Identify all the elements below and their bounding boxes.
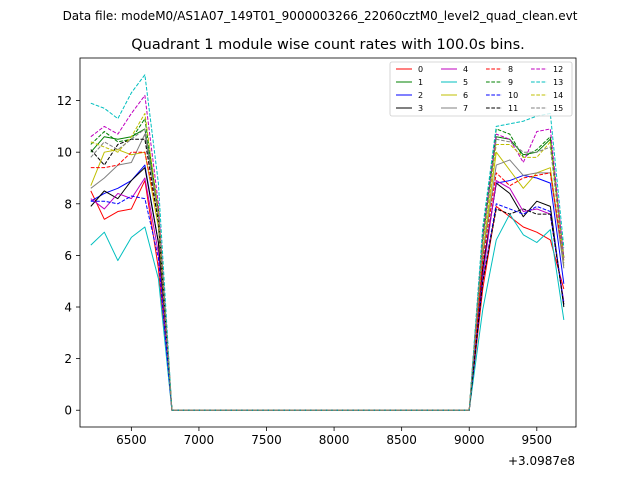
legend-label-6: 6 [463,91,468,100]
legend-label-7: 7 [463,104,468,113]
x-tick-label: 8000 [319,433,350,447]
legend-label-1: 1 [418,78,423,87]
y-axis: 0 2 4 6 8 10 12 [57,94,80,418]
legend-label-14: 14 [553,91,563,100]
x-tick-label: 6500 [116,433,147,447]
legend-label-0: 0 [418,65,423,74]
x-tick-label: 8500 [386,433,417,447]
legend-label-3: 3 [418,104,423,113]
chart-title: Quadrant 1 module wise count rates with … [131,37,525,53]
legend-label-9: 9 [508,78,513,87]
legend-label-11: 11 [508,104,518,113]
legend-label-15: 15 [553,104,563,113]
legend-label-2: 2 [418,91,423,100]
y-tick-label: 0 [64,404,72,418]
legend-frame [389,61,573,117]
plot-series [90,74,565,411]
data-file-label: Data file: modeM0/AS1A07_149T01_90000032… [63,9,578,23]
y-tick-label: 6 [64,249,72,263]
x-tick-label: 9000 [454,433,485,447]
plot-area-frame [79,57,577,428]
legend-label-8: 8 [508,65,513,74]
legend-label-12: 12 [553,65,563,74]
series-line-15 [90,128,565,411]
x-axis-offset-label: +3.0987e8 [508,454,575,468]
legend-label-5: 5 [463,78,468,87]
y-tick-label: 2 [64,352,72,366]
legend-label-10: 10 [508,91,518,100]
x-axis: 6500 7000 7500 8000 8500 9000 9500 [116,427,552,447]
x-tick-label: 7000 [184,433,215,447]
y-tick-label: 10 [57,146,72,160]
y-tick-label: 12 [57,94,72,108]
legend-label-13: 13 [553,78,563,87]
x-tick-label: 7500 [251,433,282,447]
legend-label-4: 4 [463,65,468,74]
x-tick-label: 9500 [522,433,553,447]
y-tick-label: 4 [64,301,72,315]
y-tick-label: 8 [64,197,72,211]
